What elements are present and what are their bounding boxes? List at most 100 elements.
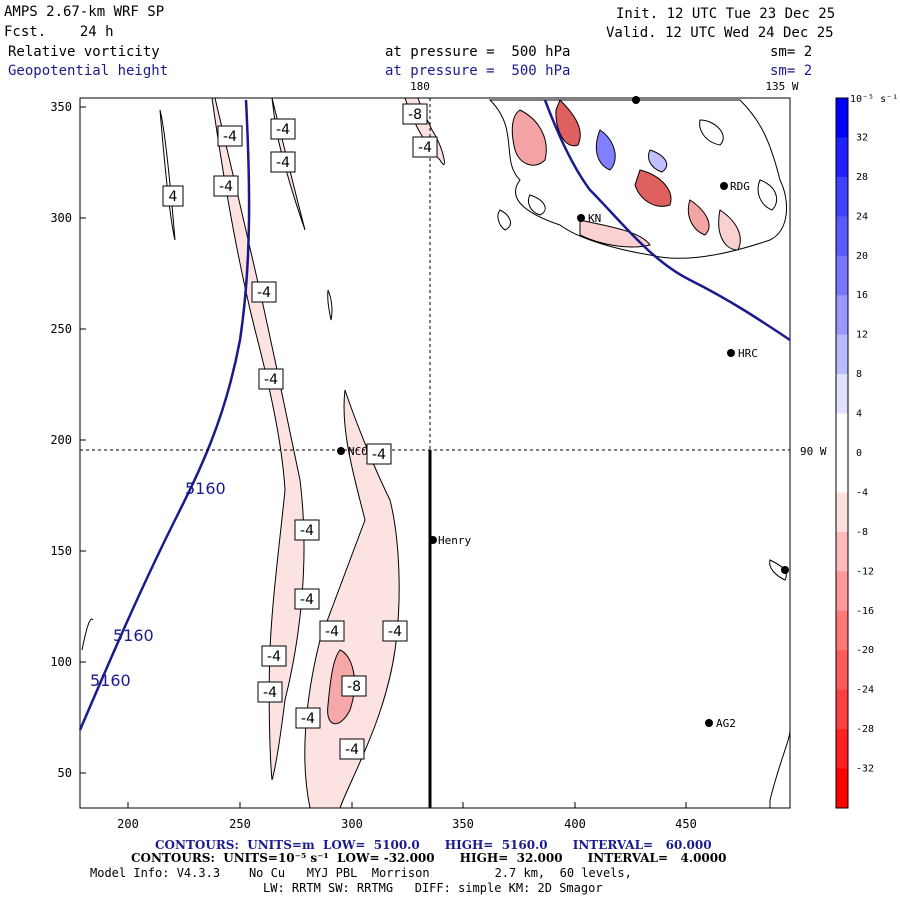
colorbar-cell [836,531,848,572]
x-tick-label: 300 [341,817,363,831]
svg-text:Henry: Henry [438,534,471,547]
colorbar-tick-label: 20 [856,251,868,262]
y-tick-label: 350 [50,100,72,114]
x-tick-label: 250 [229,817,251,831]
x-tick-label: 350 [452,817,474,831]
svg-text:RDG: RDG [730,180,750,193]
vorticity-core-minus8 [327,649,356,725]
vorticity-label: -4 [264,372,278,388]
colorbar-cell [836,768,848,809]
station-nco: NCO [337,445,368,458]
colorbar-tick-label: 28 [856,172,868,183]
colorbar-tick-label: -4 [856,487,868,498]
colorbar-tick-label: -32 [856,764,874,775]
variable1-smoothing: sm= 2 [770,44,813,60]
vorticity-label: -8 [347,679,361,695]
colorbar-cell [836,216,848,257]
station-marker-top [632,96,640,104]
variable2-level: at pressure = 500 hPa [385,63,571,79]
station-marker-edge [781,566,789,574]
meridian-label-135w: 135 W [765,80,798,93]
colorbar-cell [836,98,848,138]
vorticity-label: -4 [300,523,314,539]
variable2-name: Geopotential height [8,63,169,79]
vorticity-contour-labels: -4 -4 -4 -4 -4 -4 -4 -4 -4 -4 -4 -4 -4 -… [162,103,438,760]
vorticity-terrain-region [488,99,791,809]
variable1-name: Relative vorticity [8,44,160,60]
station-kn: KN [577,212,601,225]
vorticity-label: -4 [257,285,271,301]
colorbar-tick-label: -20 [856,645,874,656]
colorbar-tick-label: 12 [856,330,868,341]
plot-area: 200 250 300 350 400 450 350 300 250 200 … [50,96,827,831]
colorbar-tick-label: 32 [856,132,868,143]
vorticity-label: -4 [345,742,359,758]
colorbar-tick-label: -8 [856,527,868,538]
station-hrc: HRC [727,347,758,360]
colorbar-cell [836,176,848,217]
variable1-level: at pressure = 500 hPa [385,44,571,60]
geopotential-contours [78,99,791,731]
colorbar-cell [836,729,848,770]
vorticity-label: -4 [276,122,290,138]
colorbar-cell [836,610,848,651]
station-henry: Henry [429,534,471,547]
valid-time: Valid. 12 UTC Wed 24 Dec 25 [606,25,834,41]
colorbar-tick-label: 16 [856,290,868,301]
meridian-label-90w: 90 W [800,445,827,458]
height-label: 5160 [185,479,226,498]
vorticity-label: -4 [267,649,281,665]
height-label: 5160 [90,671,131,690]
height-contour-5160-northeast [543,99,791,342]
colorbar-cell [836,374,848,415]
y-tick-label: 250 [50,322,72,336]
vorticity-label: -4 [301,711,315,727]
y-tick-label: 50 [58,766,72,780]
stations: NCO Henry HRC AG2 RDG KN [337,96,789,730]
small-contour-edge [81,618,94,651]
forecast-hour: Fcst. 24 h [4,24,114,40]
vorticity-label: -4 [418,140,432,156]
x-tick-label: 400 [564,817,586,831]
y-tick-label: 100 [50,655,72,669]
y-tick-label: 200 [50,433,72,447]
colorbar-cell [836,334,848,375]
station-ag2: AG2 [705,717,736,730]
height-contour-5160-west [78,99,251,731]
vorticity-label: -4 [223,129,237,145]
variable2-smoothing: sm= 2 [770,63,813,79]
vorticity-label: -4 [388,624,402,640]
colorbar-units: 10⁻⁵ s⁻¹ [850,94,898,105]
colorbar-cell [836,453,848,493]
colorbar-cell [836,571,848,612]
model-info-line2: LW: RRTM SW: RRTMG DIFF: simple KM: 2D S… [263,881,603,895]
vorticity-label: -4 [372,447,386,463]
x-tick-label: 200 [117,817,139,831]
model-title: AMPS 2.67-km WRF SP [4,4,165,20]
svg-text:AG2: AG2 [716,717,736,730]
vorticity-small-contour [327,289,333,321]
y-axis: 350 300 250 200 150 100 50 [50,100,86,780]
colorbar-cell [836,413,848,454]
vorticity-contour-info: CONTOURS: UNITS=10⁻⁵ s⁻¹ LOW= -32.000 HI… [131,851,727,865]
vorticity-label: -8 [408,107,422,123]
vorticity-label: -4 [325,624,339,640]
svg-text:KN: KN [588,212,601,225]
colorbar-tick-label: 0 [856,448,862,459]
colorbar-tick-label: -12 [856,566,874,577]
colorbar-tick-label: -28 [856,724,874,735]
colorbar-cell [836,137,848,178]
x-axis: 200 250 300 350 400 450 [117,802,697,831]
vorticity-label: 4 [169,189,178,205]
svg-text:NCO: NCO [348,445,368,458]
colorbar-cell [836,492,848,533]
height-contour-info: CONTOURS: UNITS=m LOW= 5100.0 HIGH= 5160… [155,838,712,852]
colorbar-cell [836,689,848,730]
colorbar-tick-label: 24 [856,211,868,222]
svg-text:HRC: HRC [738,347,758,360]
colorbar-cell [836,295,848,336]
vorticity-label: -4 [300,592,314,608]
model-info-line1: Model Info: V4.3.3 No Cu MYJ PBL Morriso… [90,866,632,880]
height-label: 5160 [113,626,154,645]
init-time: Init. 12 UTC Tue 23 Dec 25 [616,6,836,22]
